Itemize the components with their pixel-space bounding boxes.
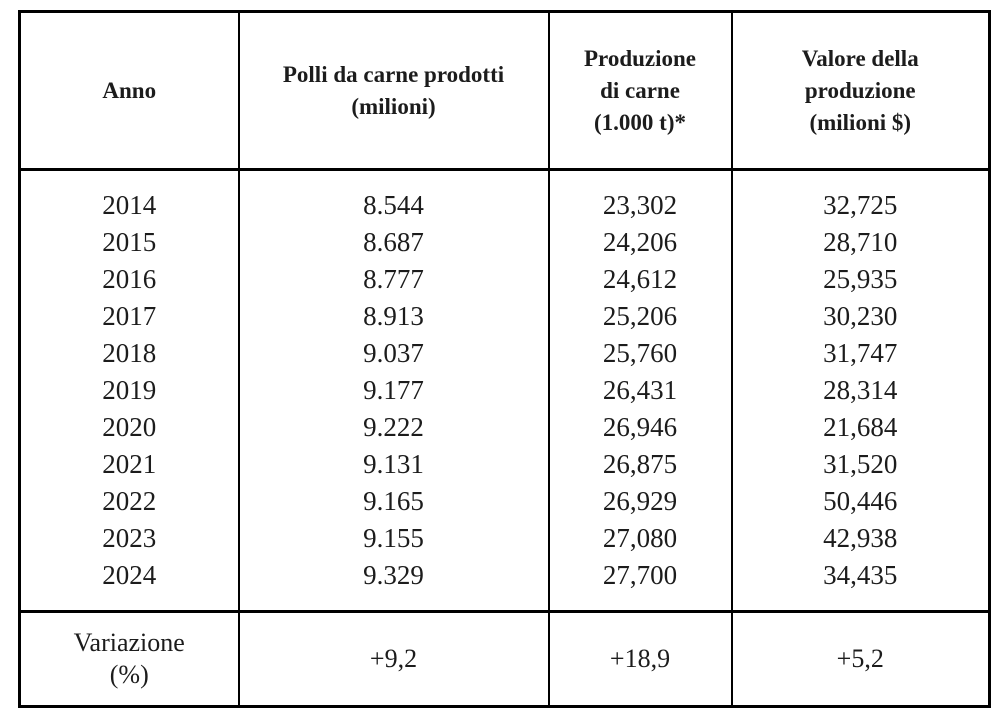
header-produzione: Produzione di carne (1.000 t)* bbox=[547, 11, 733, 171]
table-row: 2015 8.687 24,206 28,710 bbox=[18, 224, 991, 261]
cell-valore: 25,935 bbox=[730, 261, 991, 298]
cell-carne: 23,302 bbox=[547, 169, 733, 224]
cell-valore: 30,230 bbox=[730, 298, 991, 335]
cell-year: 2022 bbox=[18, 483, 240, 520]
cell-year: 2021 bbox=[18, 446, 240, 483]
table-row: 2018 9.037 25,760 31,747 bbox=[18, 335, 991, 372]
cell-valore: 21,684 bbox=[730, 409, 991, 446]
variation-row: Variazione (%) +9,2 +18,9 +5,2 bbox=[18, 610, 991, 707]
cell-valore: 28,710 bbox=[730, 224, 991, 261]
cell-polli: 9.329 bbox=[237, 557, 550, 612]
cell-year: 2020 bbox=[18, 409, 240, 446]
cell-polli: 8.544 bbox=[237, 169, 550, 224]
header-anno-label: Anno bbox=[102, 77, 157, 103]
footer-valore: +5,2 bbox=[730, 610, 991, 707]
table-row: 2024 9.329 27,700 34,435 bbox=[18, 557, 991, 612]
table-row: 2017 8.913 25,206 30,230 bbox=[18, 298, 991, 335]
cell-polli: 8.687 bbox=[237, 224, 550, 261]
table-row: 2016 8.777 24,612 25,935 bbox=[18, 261, 991, 298]
cell-polli: 8.913 bbox=[237, 298, 550, 335]
cell-valore: 34,435 bbox=[730, 557, 991, 612]
header-anno: Anno bbox=[18, 11, 240, 171]
cell-polli: 8.777 bbox=[237, 261, 550, 298]
cell-year: 2016 bbox=[18, 261, 240, 298]
footer-polli: +9,2 bbox=[237, 610, 550, 707]
table-row: 2022 9.165 26,929 50,446 bbox=[18, 483, 991, 520]
cell-carne: 25,760 bbox=[547, 335, 733, 372]
header-polli: Polli da carne prodotti (milioni) bbox=[237, 11, 550, 171]
cell-year: 2015 bbox=[18, 224, 240, 261]
cell-carne: 26,875 bbox=[547, 446, 733, 483]
cell-polli: 9.165 bbox=[237, 483, 550, 520]
cell-carne: 27,700 bbox=[547, 557, 733, 612]
cell-carne: 26,431 bbox=[547, 372, 733, 409]
cell-carne: 26,946 bbox=[547, 409, 733, 446]
poultry-production-table: Anno Polli da carne prodotti (milioni) P… bbox=[18, 10, 991, 708]
cell-year: 2019 bbox=[18, 372, 240, 409]
cell-carne: 27,080 bbox=[547, 520, 733, 557]
footer-label: Variazione (%) bbox=[18, 610, 240, 707]
cell-valore: 32,725 bbox=[730, 169, 991, 224]
cell-polli: 9.037 bbox=[237, 335, 550, 372]
header-valore: Valore della produzione (milioni $) bbox=[730, 11, 991, 171]
table-row: 2014 8.544 23,302 32,725 bbox=[18, 169, 991, 224]
cell-polli: 9.155 bbox=[237, 520, 550, 557]
cell-year: 2018 bbox=[18, 335, 240, 372]
cell-valore: 31,520 bbox=[730, 446, 991, 483]
footer-carne: +18,9 bbox=[547, 610, 733, 707]
cell-valore: 42,938 bbox=[730, 520, 991, 557]
table-row: 2020 9.222 26,946 21,684 bbox=[18, 409, 991, 446]
cell-polli: 9.177 bbox=[237, 372, 550, 409]
cell-year: 2023 bbox=[18, 520, 240, 557]
cell-carne: 24,612 bbox=[547, 261, 733, 298]
cell-carne: 26,929 bbox=[547, 483, 733, 520]
cell-polli: 9.131 bbox=[237, 446, 550, 483]
cell-carne: 25,206 bbox=[547, 298, 733, 335]
cell-valore: 31,747 bbox=[730, 335, 991, 372]
cell-polli: 9.222 bbox=[237, 409, 550, 446]
cell-year: 2014 bbox=[18, 169, 240, 224]
cell-valore: 28,314 bbox=[730, 372, 991, 409]
cell-year: 2017 bbox=[18, 298, 240, 335]
cell-valore: 50,446 bbox=[730, 483, 991, 520]
header-row: Anno Polli da carne prodotti (milioni) P… bbox=[18, 11, 991, 171]
table-row: 2023 9.155 27,080 42,938 bbox=[18, 520, 991, 557]
table-row: 2021 9.131 26,875 31,520 bbox=[18, 446, 991, 483]
table-row: 2019 9.177 26,431 28,314 bbox=[18, 372, 991, 409]
cell-year: 2024 bbox=[18, 557, 240, 612]
cell-carne: 24,206 bbox=[547, 224, 733, 261]
